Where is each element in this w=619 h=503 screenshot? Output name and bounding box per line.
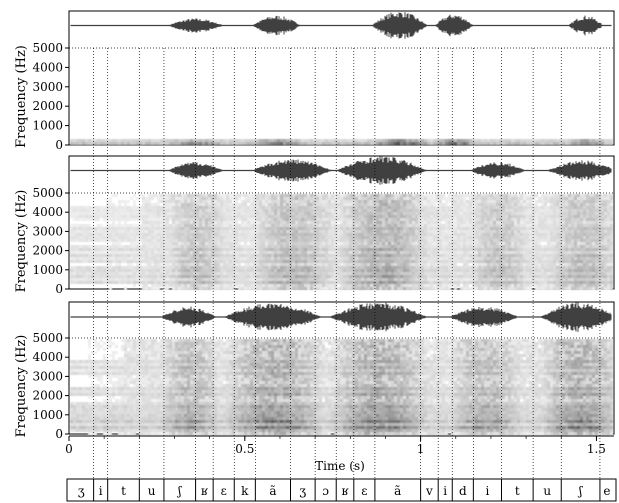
y-axis-label: Frequency (Hz) xyxy=(14,335,29,438)
segment-label: k xyxy=(241,484,249,498)
y-tick-label: 0 xyxy=(55,427,63,441)
segment-label: e xyxy=(603,484,610,498)
segment-tier-frame xyxy=(66,478,617,502)
x-tick-label: 0 xyxy=(65,442,73,456)
segment-label: v xyxy=(425,484,433,498)
segment-label: ã xyxy=(269,484,276,498)
spectrogram-image xyxy=(70,139,613,145)
segment-label: i xyxy=(485,484,489,498)
x-tick-label: 1 xyxy=(417,442,425,456)
y-axis-label: Frequency (Hz) xyxy=(14,45,29,148)
segment-label: ɛ xyxy=(221,484,227,498)
segment-label: ʒ xyxy=(78,484,85,498)
x-tick-label: 1.5 xyxy=(587,442,606,456)
panel-frame xyxy=(68,10,615,146)
segment-label: ɛ xyxy=(361,484,367,498)
y-tick-label: 5000 xyxy=(32,186,63,200)
y-tick-label: 3000 xyxy=(32,224,63,238)
segment-label: t xyxy=(515,484,520,498)
segment-label: i xyxy=(443,484,447,498)
segment-label: ã xyxy=(394,484,401,498)
y-tick-label: 2000 xyxy=(32,99,63,113)
x-axis-label: Time (s) xyxy=(315,459,365,473)
waveform xyxy=(70,156,612,185)
spectrogram-image xyxy=(70,194,613,290)
y-tick-label: 1000 xyxy=(32,119,63,133)
y-tick-label: 1000 xyxy=(32,263,63,277)
y-tick-label: 1000 xyxy=(32,408,63,422)
segment-label: t xyxy=(121,484,126,498)
segment-label: ɔ xyxy=(322,484,329,498)
y-tick-label: 3000 xyxy=(32,369,63,383)
waveform xyxy=(70,12,612,39)
waveform-trace xyxy=(70,302,612,332)
waveform-trace xyxy=(70,12,612,39)
segment-label: d xyxy=(459,484,467,498)
segment-label: u xyxy=(543,484,551,498)
y-tick-label: 0 xyxy=(55,282,63,296)
x-tick-label: 0.5 xyxy=(235,442,254,456)
y-tick-label: 0 xyxy=(55,138,63,152)
segment-label: u xyxy=(148,484,156,498)
segment-label: ʃ xyxy=(176,484,182,498)
time-axis: Time (s) 0 0.5 1 1.5 xyxy=(65,435,614,473)
spectrogram-image xyxy=(70,339,613,435)
y-tick-label: 3000 xyxy=(32,80,63,94)
y-tick-label: 2000 xyxy=(32,244,63,258)
y-tick-label: 5000 xyxy=(32,331,63,345)
segment-label: ʁ xyxy=(201,484,208,498)
waveform-trace xyxy=(70,156,612,185)
y-tick-label: 4000 xyxy=(32,205,63,219)
segment-label: ʃ xyxy=(577,484,583,498)
y-tick-label: 4000 xyxy=(32,60,63,74)
waveform xyxy=(70,302,612,332)
segment-label: ʁ xyxy=(342,484,349,498)
segment-label: ʒ xyxy=(299,484,306,498)
y-tick-label: 2000 xyxy=(32,389,63,403)
segment-label: i xyxy=(99,484,103,498)
y-tick-label: 4000 xyxy=(32,350,63,364)
y-axis-label: Frequency (Hz) xyxy=(14,190,29,293)
y-tick-label: 5000 xyxy=(32,41,63,55)
